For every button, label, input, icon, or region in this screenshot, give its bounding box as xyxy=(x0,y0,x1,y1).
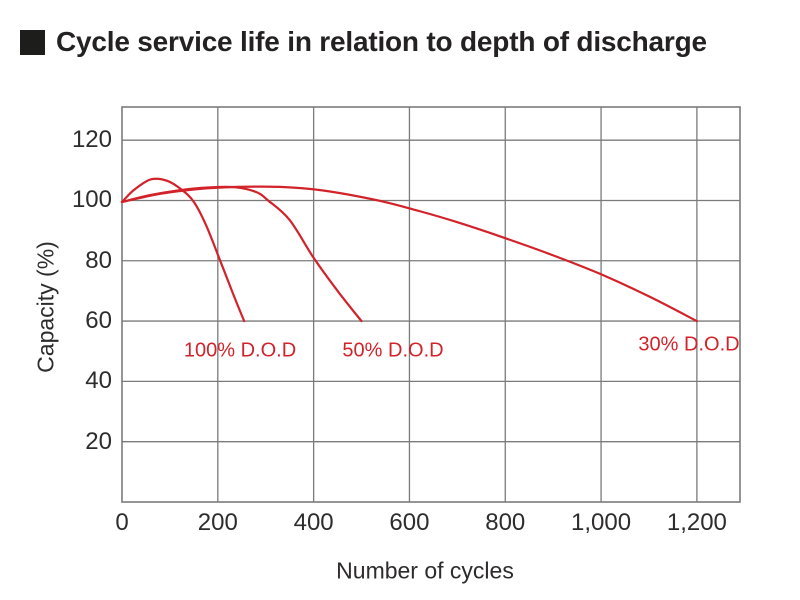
page-title: Cycle service life in relation to depth … xyxy=(56,26,707,57)
y-tick-label: 60 xyxy=(85,307,112,335)
x-tick-label: 200 xyxy=(197,509,238,536)
y-tick-label: 20 xyxy=(85,427,112,455)
curve-label-50-dod: 50% D.O.D xyxy=(342,339,444,362)
plot-border xyxy=(121,106,741,503)
x-tick-label: 1,200 xyxy=(666,509,727,536)
x-tick-label: 1,000 xyxy=(571,509,632,536)
curve-30-d-o-d xyxy=(120,185,698,323)
x-tick-label: 600 xyxy=(389,509,430,536)
y-tick-label: 120 xyxy=(71,126,112,154)
title-row: Cycle service life in relation to depth … xyxy=(20,26,707,58)
x-tick-label: 0 xyxy=(115,509,129,536)
y-tick-label: 40 xyxy=(85,367,112,395)
curve-50-d-o-d xyxy=(120,185,363,323)
y-tick-label: 100 xyxy=(71,186,112,214)
curve-label-30-dod: 30% D.O.D xyxy=(638,333,740,356)
y-axis-title: Capacity (%) xyxy=(32,241,59,373)
curve-100-d-o-d xyxy=(120,177,246,323)
y-tick-label: 80 xyxy=(85,246,112,274)
x-tick-label: 800 xyxy=(485,509,526,536)
x-tick-label: 400 xyxy=(293,509,334,536)
title-bullet-square-icon xyxy=(20,29,45,55)
x-axis-title: Number of cycles xyxy=(336,557,514,584)
curve-label-100-dod: 100% D.O.D xyxy=(183,339,297,362)
